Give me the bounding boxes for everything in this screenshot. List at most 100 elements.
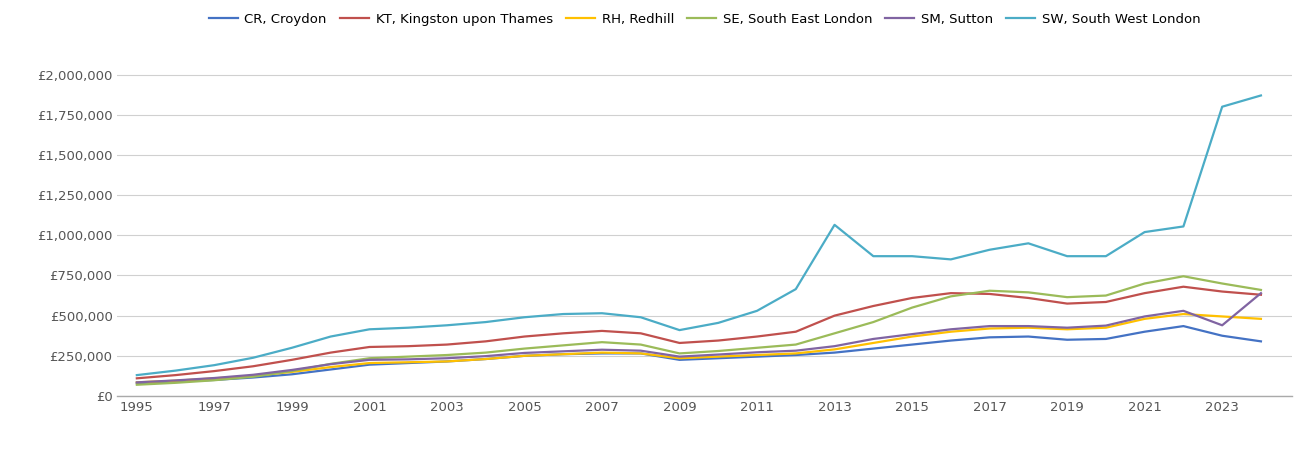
CR, Croydon [245,375,261,380]
SW, South West London [1137,230,1152,235]
SM, Sutton [981,324,997,329]
SW, South West London [1098,253,1113,259]
SE, South East London [556,343,572,348]
KT, Kingston upon Thames [517,334,532,339]
SM, Sutton [672,354,688,359]
KT, Kingston upon Thames [129,376,145,381]
KT, Kingston upon Thames [322,350,338,356]
CR, Croydon [865,346,881,351]
SW, South West London [1176,224,1191,229]
RH, Redhill [865,340,881,346]
KT, Kingston upon Thames [944,290,959,296]
KT, Kingston upon Thames [827,313,843,318]
SW, South West London [827,222,843,228]
SM, Sutton [1098,323,1113,328]
SM, Sutton [594,347,609,352]
SM, Sutton [1060,325,1075,330]
SM, Sutton [865,336,881,342]
SW, South West London [206,362,222,368]
SM, Sutton [284,367,300,373]
SW, South West London [517,315,532,320]
Line: KT, Kingston upon Thames: KT, Kingston upon Thames [137,287,1261,378]
SW, South West London [1215,104,1231,109]
SE, South East London [672,351,688,356]
CR, Croydon [361,362,377,367]
CR, Croydon [672,357,688,363]
KT, Kingston upon Thames [1021,295,1036,301]
CR, Croydon [944,338,959,343]
Line: RH, Redhill: RH, Redhill [137,314,1261,382]
RH, Redhill [206,376,222,381]
RH, Redhill [478,356,493,362]
KT, Kingston upon Thames [401,343,416,349]
SE, South East London [594,339,609,345]
RH, Redhill [904,334,920,339]
KT, Kingston upon Thames [245,364,261,369]
SW, South West London [749,308,765,314]
KT, Kingston upon Thames [438,342,454,347]
RH, Redhill [1098,325,1113,330]
SW, South West London [904,253,920,259]
SW, South West London [672,328,688,333]
SM, Sutton [206,375,222,381]
RH, Redhill [401,360,416,365]
KT, Kingston upon Thames [284,357,300,363]
RH, Redhill [284,369,300,374]
SE, South East London [401,354,416,359]
SW, South West London [168,368,184,373]
RH, Redhill [788,351,804,356]
SE, South East London [1253,287,1268,292]
SM, Sutton [1021,324,1036,329]
CR, Croydon [401,360,416,366]
CR, Croydon [322,367,338,372]
SE, South East London [944,294,959,299]
SM, Sutton [1176,308,1191,314]
SW, South West London [1021,241,1036,246]
KT, Kingston upon Thames [1137,290,1152,296]
SE, South East London [1137,281,1152,286]
Legend: CR, Croydon, KT, Kingston upon Thames, RH, Redhill, SE, South East London, SM, S: CR, Croydon, KT, Kingston upon Thames, R… [204,8,1206,32]
SE, South East London [168,380,184,386]
RH, Redhill [129,380,145,385]
SW, South West London [401,325,416,330]
SM, Sutton [1137,314,1152,319]
SE, South East London [1060,294,1075,300]
KT, Kingston upon Thames [168,373,184,378]
RH, Redhill [710,354,726,359]
CR, Croydon [981,335,997,340]
RH, Redhill [168,378,184,383]
SE, South East London [1215,281,1231,286]
CR, Croydon [1137,329,1152,334]
SM, Sutton [633,348,649,353]
SM, Sutton [168,378,184,383]
SW, South West London [245,355,261,360]
KT, Kingston upon Thames [478,339,493,344]
KT, Kingston upon Thames [361,344,377,350]
SE, South East London [478,350,493,356]
RH, Redhill [438,359,454,364]
RH, Redhill [944,329,959,334]
RH, Redhill [517,353,532,359]
CR, Croydon [1253,339,1268,344]
SM, Sutton [438,356,454,361]
CR, Croydon [517,353,532,359]
RH, Redhill [1137,316,1152,322]
CR, Croydon [1215,333,1231,338]
SE, South East London [284,369,300,374]
CR, Croydon [284,372,300,377]
SE, South East London [710,348,726,354]
SW, South West London [633,315,649,320]
SE, South East London [633,342,649,347]
SW, South West London [710,320,726,326]
RH, Redhill [981,326,997,331]
RH, Redhill [361,360,377,366]
KT, Kingston upon Thames [749,334,765,339]
SW, South West London [594,310,609,316]
KT, Kingston upon Thames [1098,299,1113,305]
CR, Croydon [710,356,726,361]
CR, Croydon [1176,324,1191,329]
RH, Redhill [1060,327,1075,332]
SE, South East London [749,345,765,351]
SE, South East London [438,352,454,358]
KT, Kingston upon Thames [1176,284,1191,289]
